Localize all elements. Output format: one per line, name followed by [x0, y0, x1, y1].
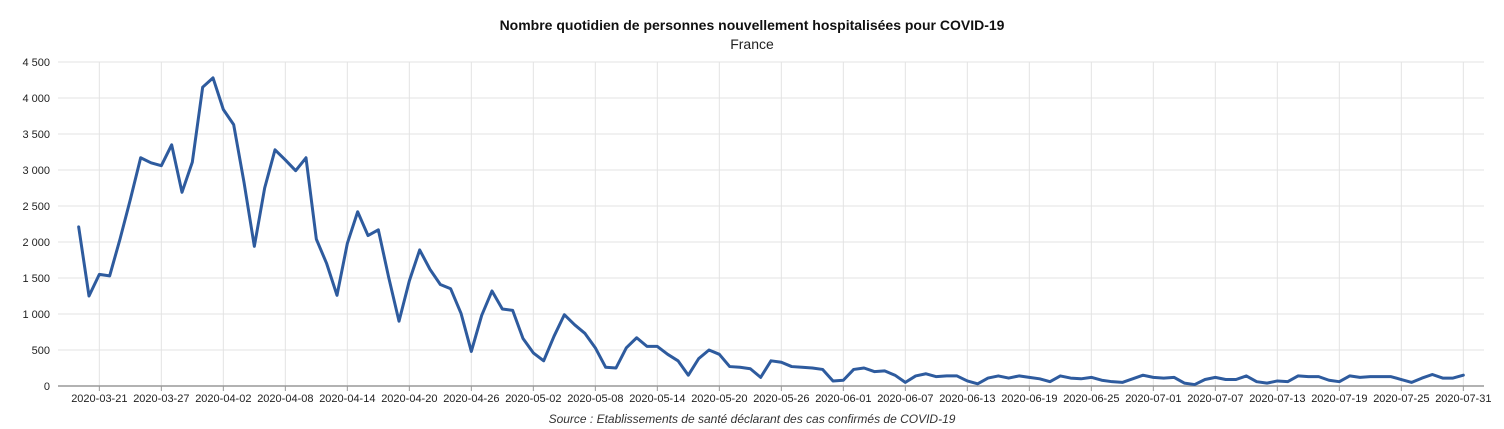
- y-axis-ticks: 0 500 1 000 1 500 2 000 2 500 3 000 3 500 4 000 4…: [22, 57, 50, 393]
- x-tick-label: 2020-06-07: [877, 393, 933, 405]
- x-axis-ticks: 2020-03-21 2020-03-27 2020-04-02 2020-04-08…: [71, 386, 1491, 405]
- x-tick-label: 2020-05-02: [505, 393, 561, 405]
- x-tick-label: 2020-06-01: [815, 393, 871, 405]
- y-tick-label: 500: [32, 345, 50, 357]
- x-tick-label: 2020-04-02: [195, 393, 251, 405]
- x-tick-label: 2020-07-25: [1373, 393, 1429, 405]
- x-tick-label: 2020-04-08: [257, 393, 313, 405]
- x-tick-label: 2020-07-19: [1311, 393, 1367, 405]
- x-tick-label: 2020-04-20: [381, 393, 437, 405]
- x-tick-label: 2020-05-08: [567, 393, 623, 405]
- x-tick-label: 2020-03-27: [133, 393, 189, 405]
- y-tick-label: 1 500: [22, 273, 50, 285]
- x-tick-label: 2020-06-25: [1063, 393, 1119, 405]
- x-tick-label: 2020-05-14: [629, 393, 685, 405]
- y-tick-label: 3 000: [22, 165, 50, 177]
- x-tick-label: 2020-07-13: [1249, 393, 1305, 405]
- x-tick-label: 2020-07-07: [1187, 393, 1243, 405]
- x-tick-label: 2020-04-26: [443, 393, 499, 405]
- grid-lines: [58, 61, 1484, 386]
- series-group: [77, 76, 1465, 387]
- x-tick-label: 2020-07-01: [1125, 393, 1181, 405]
- x-tick-label: 2020-05-20: [691, 393, 747, 405]
- x-tick-label: 2020-06-13: [939, 393, 995, 405]
- x-tick-label: 2020-03-21: [71, 393, 127, 405]
- y-tick-label: 0: [44, 381, 50, 393]
- y-tick-label: 4 500: [22, 57, 50, 69]
- x-tick-label: 2020-06-19: [1001, 393, 1057, 405]
- x-tick-label: 2020-07-31: [1435, 393, 1491, 405]
- y-tick-label: 1 000: [22, 309, 50, 321]
- y-tick-label: 2 500: [22, 201, 50, 213]
- y-tick-label: 3 500: [22, 129, 50, 141]
- y-tick-label: 4 000: [22, 93, 50, 105]
- series-line: [77, 76, 1465, 387]
- x-tick-label: 2020-04-14: [319, 393, 375, 405]
- chart-title: Nombre quotidien de personnes nouvelleme…: [499, 17, 1005, 33]
- y-tick-label: 2 000: [22, 237, 50, 249]
- x-tick-label: 2020-05-26: [753, 393, 809, 405]
- chart-source: Source : Etablissements de santé déclara…: [548, 412, 956, 426]
- chart-subtitle: France: [730, 36, 774, 52]
